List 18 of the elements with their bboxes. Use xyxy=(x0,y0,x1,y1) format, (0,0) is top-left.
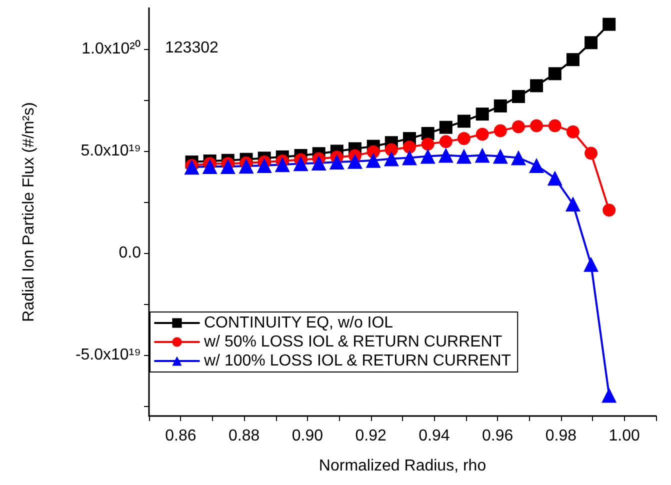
y-axis-title: Radial Ion Particle Flux (#/m²s) xyxy=(20,102,38,322)
y-tick-label: -5.0x10¹⁹ xyxy=(75,346,141,364)
annotation: 123302 xyxy=(165,40,218,56)
x-tick-label: 0.98 xyxy=(545,428,577,444)
x-tick-label: 0.88 xyxy=(228,428,260,444)
x-tick-label: 0.94 xyxy=(418,428,450,444)
x-tick-label: 0.86 xyxy=(165,428,196,444)
legend-label: CONTINUITY EQ, w/o IOL xyxy=(204,314,394,332)
x-tick-label: 0.90 xyxy=(292,428,324,444)
legend-label: w/ 100% LOSS IOL & RETURN CURRENT xyxy=(203,352,512,370)
x-tick-label: 0.92 xyxy=(355,428,386,444)
x-axis-title: Normalized Radius, rho xyxy=(318,458,486,474)
x-tick-label: 1.00 xyxy=(608,428,640,444)
y-tick-label: 0.0 xyxy=(118,244,142,262)
y-tick-label: 1.0x10²⁰ xyxy=(82,39,141,58)
y-tick-label: 5.0x10¹⁹ xyxy=(80,142,141,160)
x-tick-label: 0.96 xyxy=(482,428,514,444)
legend-label: w/ 50% LOSS IOL & RETURN CURRENT xyxy=(203,334,502,350)
